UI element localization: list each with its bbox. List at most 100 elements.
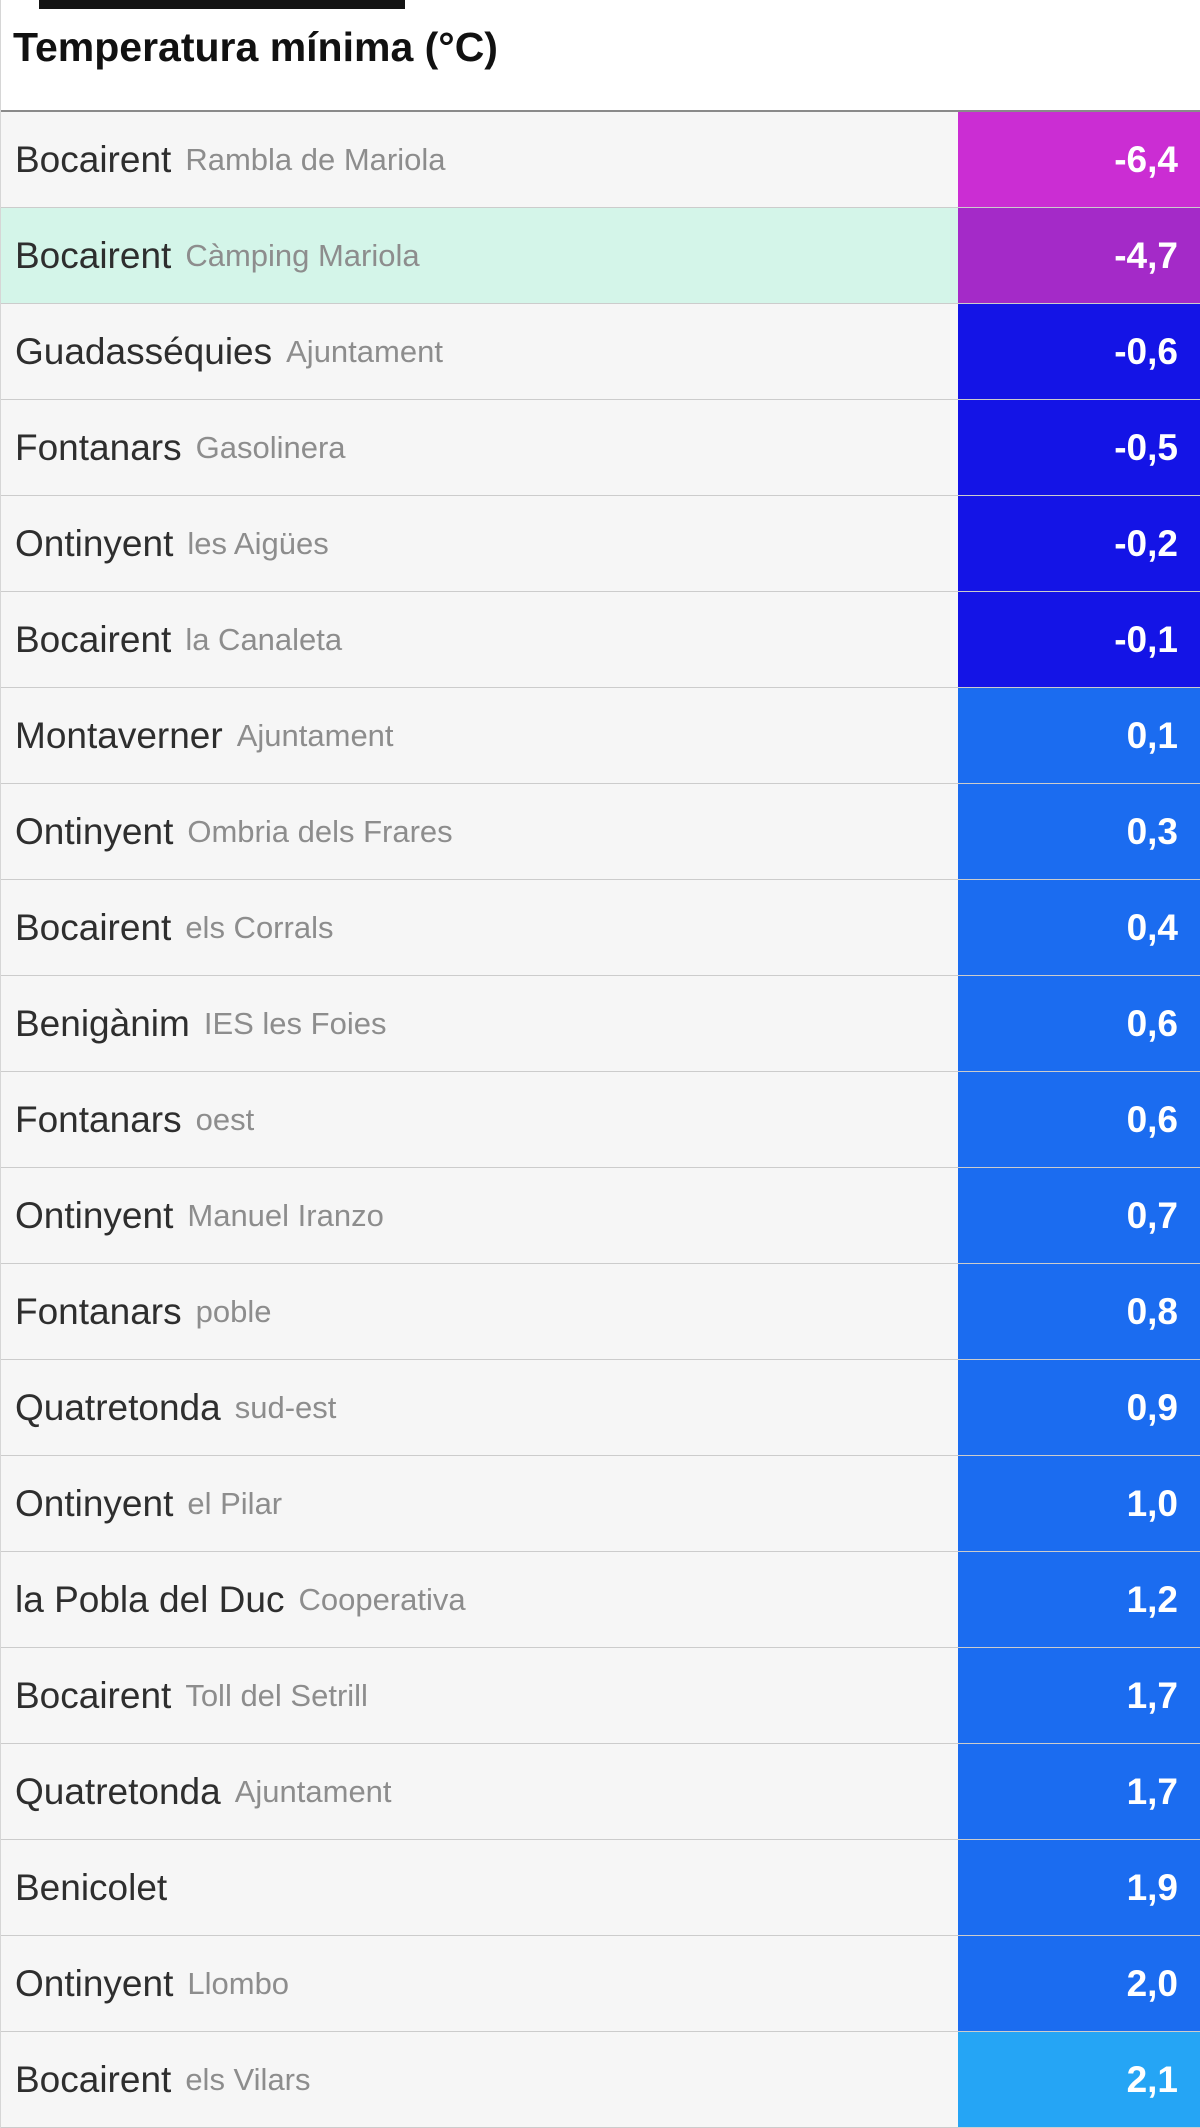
- station-name-cell: la Pobla del Duc Cooperativa: [1, 1552, 958, 1647]
- table-row[interactable]: Fontanars poble 0,8: [1, 1264, 1200, 1360]
- station-name-cell: Bocairent els Corrals: [1, 880, 958, 975]
- station-town: Bocairent: [15, 906, 172, 948]
- station-detail: Ajuntament: [234, 1773, 392, 1809]
- station-town: Bocairent: [15, 138, 172, 180]
- table-row[interactable]: Quatretonda Ajuntament 1,7: [1, 1744, 1200, 1840]
- station-name-cell: Bocairent la Canaleta: [1, 592, 958, 687]
- station-town: Fontanars: [15, 1290, 182, 1332]
- table-row[interactable]: Bocairent la Canaleta -0,1: [1, 592, 1200, 688]
- station-town: Benicolet: [15, 1866, 168, 1908]
- table-row[interactable]: Ontinyent Ombria dels Frares 0,3: [1, 784, 1200, 880]
- station-detail: els Vilars: [185, 2061, 311, 2097]
- station-town: Bocairent: [15, 618, 172, 660]
- station-name-cell: Fontanars oest: [1, 1072, 958, 1167]
- table-row[interactable]: Bocairent Toll del Setrill 1,7: [1, 1648, 1200, 1744]
- station-detail: la Canaleta: [185, 621, 343, 657]
- temperature-value: 1,9: [958, 1840, 1200, 1935]
- station-town: Fontanars: [15, 1098, 182, 1140]
- temperature-value: 1,2: [958, 1552, 1200, 1647]
- station-name-cell: Benicolet: [1, 1840, 958, 1935]
- station-town: Quatretonda: [15, 1770, 221, 1812]
- station-name-cell: Quatretonda sud-est: [1, 1360, 958, 1455]
- station-detail: Cooperativa: [298, 1581, 466, 1617]
- table-row[interactable]: Montaverner Ajuntament 0,1: [1, 688, 1200, 784]
- station-detail: Càmping Mariola: [185, 237, 420, 273]
- table-row[interactable]: Ontinyent el Pilar 1,0: [1, 1456, 1200, 1552]
- table-body: Bocairent Rambla de Mariola -6,4 Bocaire…: [1, 112, 1200, 2128]
- table-row[interactable]: Guadasséquies Ajuntament -0,6: [1, 304, 1200, 400]
- station-name-cell: Guadasséquies Ajuntament: [1, 304, 958, 399]
- table-row[interactable]: Ontinyent Manuel Iranzo 0,7: [1, 1168, 1200, 1264]
- table-row[interactable]: la Pobla del Duc Cooperativa 1,2: [1, 1552, 1200, 1648]
- temperature-value: 0,7: [958, 1168, 1200, 1263]
- temperature-value: 2,0: [958, 1936, 1200, 2031]
- station-town: Bocairent: [15, 2058, 172, 2100]
- station-town: Bocairent: [15, 1674, 172, 1716]
- station-town: Bocairent: [15, 234, 172, 276]
- station-name-cell: Ontinyent el Pilar: [1, 1456, 958, 1551]
- station-town: Ontinyent: [15, 810, 174, 852]
- station-name-cell: Benigànim IES les Foies: [1, 976, 958, 1071]
- temperature-value: 0,6: [958, 1072, 1200, 1167]
- station-detail: el Pilar: [187, 1485, 283, 1521]
- station-name-cell: Bocairent Rambla de Mariola: [1, 112, 958, 207]
- table-row[interactable]: Fontanars Gasolinera -0,5: [1, 400, 1200, 496]
- temperature-value: 0,6: [958, 976, 1200, 1071]
- station-name-cell: Ontinyent Llombo: [1, 1936, 958, 2031]
- table-title: Temperatura mínima (°C): [1, 0, 1200, 112]
- station-name-cell: Montaverner Ajuntament: [1, 688, 958, 783]
- station-name-cell: Ontinyent Ombria dels Frares: [1, 784, 958, 879]
- station-detail: oest: [195, 1101, 255, 1137]
- station-detail: poble: [195, 1293, 272, 1329]
- table-row[interactable]: Bocairent els Vilars 2,1: [1, 2032, 1200, 2128]
- station-detail: Manuel Iranzo: [187, 1197, 384, 1233]
- temperature-value: 0,9: [958, 1360, 1200, 1455]
- table-row[interactable]: Quatretonda sud-est 0,9: [1, 1360, 1200, 1456]
- table-row[interactable]: Benicolet 1,9: [1, 1840, 1200, 1936]
- station-town: Fontanars: [15, 426, 182, 468]
- table-row[interactable]: Benigànim IES les Foies 0,6: [1, 976, 1200, 1072]
- temperature-value: 0,1: [958, 688, 1200, 783]
- station-detail: IES les Foies: [203, 1005, 387, 1041]
- temperature-value: -6,4: [958, 112, 1200, 207]
- station-town: Ontinyent: [15, 1194, 174, 1236]
- temperature-value: -0,2: [958, 496, 1200, 591]
- temperature-value: 1,7: [958, 1648, 1200, 1743]
- station-town: Ontinyent: [15, 1482, 174, 1524]
- table-row[interactable]: Ontinyent Llombo 2,0: [1, 1936, 1200, 2032]
- station-detail: Ajuntament: [286, 333, 443, 369]
- temperature-value: 1,0: [958, 1456, 1200, 1551]
- table-row[interactable]: Bocairent Rambla de Mariola -6,4: [1, 112, 1200, 208]
- table-row[interactable]: Bocairent els Corrals 0,4: [1, 880, 1200, 976]
- table-row[interactable]: Ontinyent les Aigües -0,2: [1, 496, 1200, 592]
- station-detail: Toll del Setrill: [185, 1677, 368, 1713]
- temperature-value: 0,8: [958, 1264, 1200, 1359]
- station-detail: Llombo: [187, 1965, 290, 2001]
- temperature-value: -0,5: [958, 400, 1200, 495]
- station-town: la Pobla del Duc: [15, 1578, 285, 1620]
- temperature-value: -0,6: [958, 304, 1200, 399]
- top-partial-tab: [39, 0, 405, 9]
- temperature-value: 0,4: [958, 880, 1200, 975]
- temperature-value: 0,3: [958, 784, 1200, 879]
- station-name-cell: Bocairent Toll del Setrill: [1, 1648, 958, 1743]
- station-detail: Rambla de Mariola: [185, 141, 446, 177]
- station-detail: les Aigües: [187, 525, 329, 561]
- station-town: Guadasséquies: [15, 330, 273, 372]
- station-name-cell: Bocairent els Vilars: [1, 2032, 958, 2127]
- station-town: Benigànim: [15, 1002, 190, 1044]
- station-name-cell: Ontinyent les Aigües: [1, 496, 958, 591]
- table-row[interactable]: Bocairent Càmping Mariola -4,7: [1, 208, 1200, 304]
- station-name-cell: Fontanars poble: [1, 1264, 958, 1359]
- station-name-cell: Fontanars Gasolinera: [1, 400, 958, 495]
- temperature-value: -0,1: [958, 592, 1200, 687]
- temperature-value: 2,1: [958, 2032, 1200, 2127]
- temperature-value: 1,7: [958, 1744, 1200, 1839]
- table-row[interactable]: Fontanars oest 0,6: [1, 1072, 1200, 1168]
- temperature-value: -4,7: [958, 208, 1200, 303]
- station-town: Ontinyent: [15, 1962, 174, 2004]
- station-detail: sud-est: [234, 1389, 337, 1425]
- station-name-cell: Bocairent Càmping Mariola: [1, 208, 958, 303]
- station-name-cell: Quatretonda Ajuntament: [1, 1744, 958, 1839]
